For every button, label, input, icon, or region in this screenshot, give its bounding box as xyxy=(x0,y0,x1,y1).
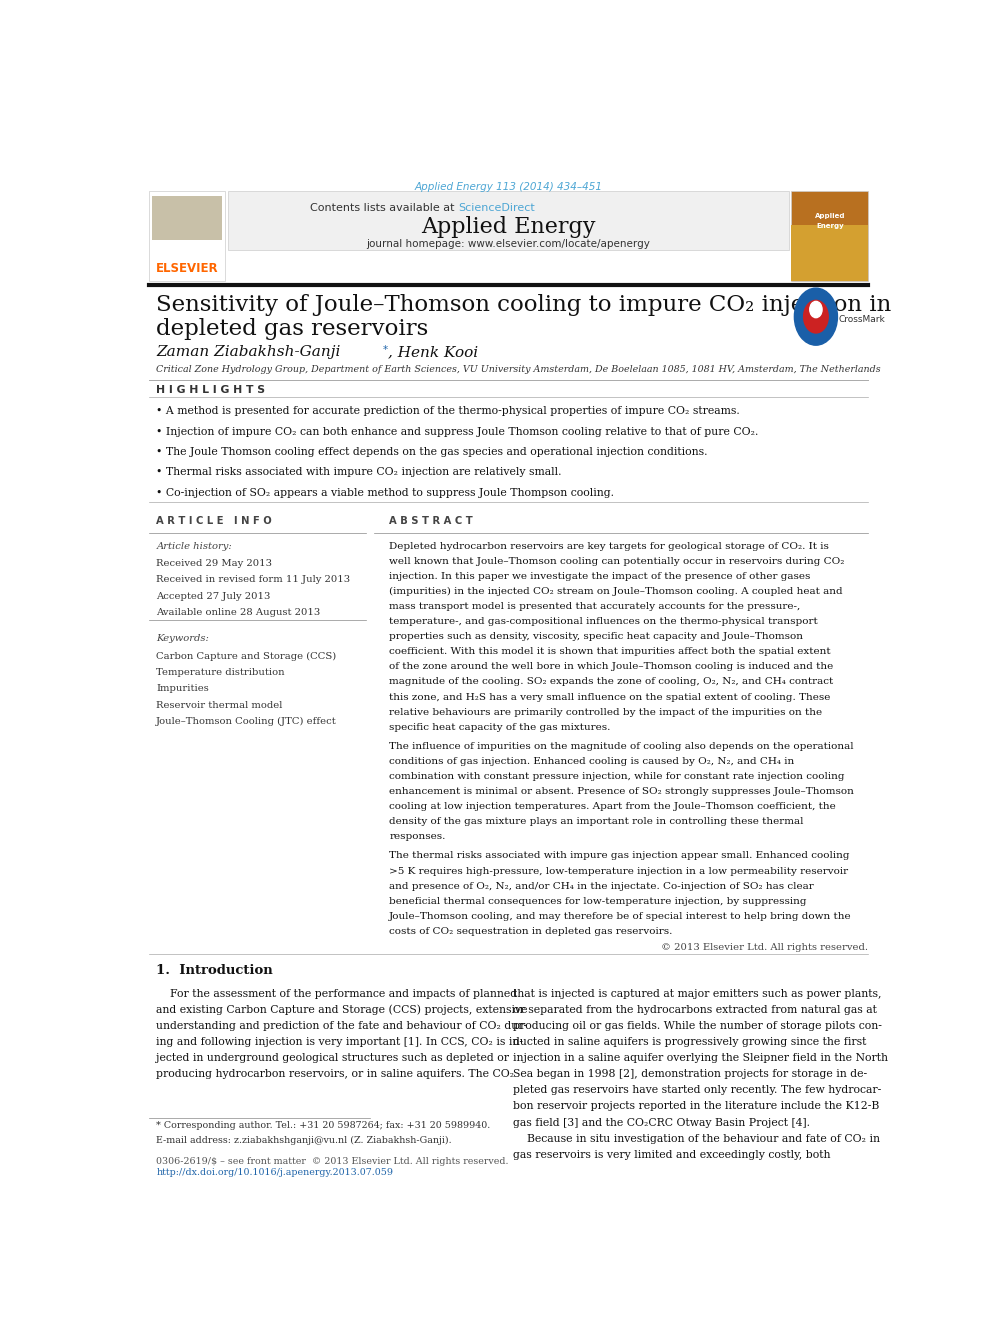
Circle shape xyxy=(795,288,837,345)
Text: 1.  Introduction: 1. Introduction xyxy=(157,964,273,978)
Text: Energy: Energy xyxy=(815,224,843,229)
Text: Available online 28 August 2013: Available online 28 August 2013 xyxy=(157,609,320,617)
Text: Article history:: Article history: xyxy=(157,542,232,550)
Text: • Co-injection of SO₂ appears a viable method to suppress Joule Thompson cooling: • Co-injection of SO₂ appears a viable m… xyxy=(157,488,614,497)
Circle shape xyxy=(804,300,828,333)
Text: Received in revised form 11 July 2013: Received in revised form 11 July 2013 xyxy=(157,576,350,585)
Text: ScienceDirect: ScienceDirect xyxy=(458,202,535,213)
Text: enhancement is minimal or absent. Presence of SO₂ strongly suppresses Joule–Thom: enhancement is minimal or absent. Presen… xyxy=(389,787,854,796)
Text: costs of CO₂ sequestration in depleted gas reservoirs.: costs of CO₂ sequestration in depleted g… xyxy=(389,927,673,935)
Text: Applied Energy: Applied Energy xyxy=(422,216,595,238)
Text: injection. In this paper we investigate the impact of the presence of other gase: injection. In this paper we investigate … xyxy=(389,572,810,581)
Text: pleted gas reservoirs have started only recently. The few hydrocar-: pleted gas reservoirs have started only … xyxy=(513,1085,881,1095)
Text: • Injection of impure CO₂ can both enhance and suppress Joule Thomson cooling re: • Injection of impure CO₂ can both enhan… xyxy=(157,427,759,437)
FancyBboxPatch shape xyxy=(792,192,868,280)
Text: Received 29 May 2013: Received 29 May 2013 xyxy=(157,560,272,568)
Text: Contents lists available at: Contents lists available at xyxy=(310,202,458,213)
Text: Joule–Thomson cooling, and may therefore be of special interest to help bring do: Joule–Thomson cooling, and may therefore… xyxy=(389,912,852,921)
Text: Keywords:: Keywords: xyxy=(157,635,209,643)
Text: conditions of gas injection. Enhanced cooling is caused by O₂, N₂, and CH₄ in: conditions of gas injection. Enhanced co… xyxy=(389,757,795,766)
Text: Critical Zone Hydrology Group, Department of Earth Sciences, VU University Amste: Critical Zone Hydrology Group, Departmen… xyxy=(157,365,881,374)
FancyBboxPatch shape xyxy=(152,196,222,241)
Text: Zaman Ziabakhsh-Ganji: Zaman Ziabakhsh-Ganji xyxy=(157,345,345,360)
Text: depleted gas reservoirs: depleted gas reservoirs xyxy=(157,318,429,340)
Text: this zone, and H₂S has a very small influence on the spatial extent of cooling. : this zone, and H₂S has a very small infl… xyxy=(389,692,830,701)
Text: >5 K requires high-pressure, low-temperature injection in a low permeability res: >5 K requires high-pressure, low-tempera… xyxy=(389,867,848,876)
Circle shape xyxy=(809,302,822,318)
Text: and existing Carbon Capture and Storage (CCS) projects, extensive: and existing Carbon Capture and Storage … xyxy=(157,1005,528,1016)
FancyBboxPatch shape xyxy=(149,192,225,280)
Text: temperature-, and gas-compositional influences on the thermo-physical transport: temperature-, and gas-compositional infl… xyxy=(389,618,818,626)
Text: Accepted 27 July 2013: Accepted 27 July 2013 xyxy=(157,591,271,601)
FancyBboxPatch shape xyxy=(792,225,868,280)
Text: cooling at low injection temperatures. Apart from the Joule–Thomson coefficient,: cooling at low injection temperatures. A… xyxy=(389,802,836,811)
Text: 0306-2619/$ – see front matter  © 2013 Elsevier Ltd. All rights reserved.: 0306-2619/$ – see front matter © 2013 El… xyxy=(157,1158,509,1166)
Text: E-mail address: z.ziabakhshganji@vu.nl (Z. Ziabakhsh-Ganji).: E-mail address: z.ziabakhshganji@vu.nl (… xyxy=(157,1135,452,1144)
Text: H I G H L I G H T S: H I G H L I G H T S xyxy=(157,385,265,396)
Text: ducted in saline aquifers is progressively growing since the first: ducted in saline aquifers is progressive… xyxy=(513,1037,866,1046)
Text: Applied Energy 113 (2014) 434–451: Applied Energy 113 (2014) 434–451 xyxy=(415,183,602,192)
Text: bon reservoir projects reported in the literature include the K12-B: bon reservoir projects reported in the l… xyxy=(513,1102,879,1111)
Text: • Thermal risks associated with impure CO₂ injection are relatively small.: • Thermal risks associated with impure C… xyxy=(157,467,561,478)
Text: well known that Joule–Thomson cooling can potentially occur in reservoirs during: well known that Joule–Thomson cooling ca… xyxy=(389,557,844,566)
Text: For the assessment of the performance and impacts of planned: For the assessment of the performance an… xyxy=(157,988,518,999)
Text: Joule–Thomson Cooling (JTC) effect: Joule–Thomson Cooling (JTC) effect xyxy=(157,717,337,726)
Text: combination with constant pressure injection, while for constant rate injection : combination with constant pressure injec… xyxy=(389,773,845,781)
Text: ing and following injection is very important [1]. In CCS, CO₂ is in-: ing and following injection is very impo… xyxy=(157,1037,524,1046)
Text: * Corresponding author. Tel.: +31 20 5987264; fax: +31 20 5989940.: * Corresponding author. Tel.: +31 20 598… xyxy=(157,1122,490,1130)
Text: A B S T R A C T: A B S T R A C T xyxy=(389,516,473,527)
Text: responses.: responses. xyxy=(389,832,445,841)
Text: injection in a saline aquifer overlying the Sleipner field in the North: injection in a saline aquifer overlying … xyxy=(513,1053,888,1064)
Text: *: * xyxy=(382,345,388,356)
Text: Temperature distribution: Temperature distribution xyxy=(157,668,285,677)
Text: magnitude of the cooling. SO₂ expands the zone of cooling, O₂, N₂, and CH₄ contr: magnitude of the cooling. SO₂ expands th… xyxy=(389,677,833,687)
Text: properties such as density, viscosity, specific heat capacity and Joule–Thomson: properties such as density, viscosity, s… xyxy=(389,632,804,642)
Text: producing oil or gas fields. While the number of storage pilots con-: producing oil or gas fields. While the n… xyxy=(513,1021,882,1031)
Text: mass transport model is presented that accurately accounts for the pressure-,: mass transport model is presented that a… xyxy=(389,602,801,611)
Text: Carbon Capture and Storage (CCS): Carbon Capture and Storage (CCS) xyxy=(157,652,336,662)
Text: relative behaviours are primarily controlled by the impact of the impurities on : relative behaviours are primarily contro… xyxy=(389,708,822,717)
Text: (impurities) in the injected CO₂ stream on Joule–Thomson cooling. A coupled heat: (impurities) in the injected CO₂ stream … xyxy=(389,587,843,597)
Text: of the zone around the well bore in which Joule–Thomson cooling is induced and t: of the zone around the well bore in whic… xyxy=(389,663,833,671)
Text: Sensitivity of Joule–Thomson cooling to impure CO₂ injection in: Sensitivity of Joule–Thomson cooling to … xyxy=(157,295,892,316)
Text: Impurities: Impurities xyxy=(157,684,209,693)
Text: gas field [3] and the CO₂CRC Otway Basin Project [4].: gas field [3] and the CO₂CRC Otway Basin… xyxy=(513,1118,810,1127)
Text: • A method is presented for accurate prediction of the thermo-physical propertie: • A method is presented for accurate pre… xyxy=(157,406,740,417)
Text: Sea began in 1998 [2], demonstration projects for storage in de-: Sea began in 1998 [2], demonstration pro… xyxy=(513,1069,867,1080)
Text: that is injected is captured at major emitters such as power plants,: that is injected is captured at major em… xyxy=(513,988,882,999)
Text: © 2013 Elsevier Ltd. All rights reserved.: © 2013 Elsevier Ltd. All rights reserved… xyxy=(662,943,868,953)
Text: , Henk Kooi: , Henk Kooi xyxy=(388,345,478,360)
Text: specific heat capacity of the gas mixtures.: specific heat capacity of the gas mixtur… xyxy=(389,722,611,732)
Text: http://dx.doi.org/10.1016/j.apenergy.2013.07.059: http://dx.doi.org/10.1016/j.apenergy.201… xyxy=(157,1168,393,1177)
Text: density of the gas mixture plays an important role in controlling these thermal: density of the gas mixture plays an impo… xyxy=(389,818,804,827)
Text: Reservoir thermal model: Reservoir thermal model xyxy=(157,701,283,709)
Text: ELSEVIER: ELSEVIER xyxy=(156,262,218,275)
Text: A R T I C L E   I N F O: A R T I C L E I N F O xyxy=(157,516,272,527)
Text: coefficient. With this model it is shown that impurities affect both the spatial: coefficient. With this model it is shown… xyxy=(389,647,831,656)
Text: Because in situ investigation of the behaviour and fate of CO₂ in: Because in situ investigation of the beh… xyxy=(513,1134,880,1143)
Text: gas reservoirs is very limited and exceedingly costly, both: gas reservoirs is very limited and excee… xyxy=(513,1150,830,1160)
FancyBboxPatch shape xyxy=(228,192,789,250)
Text: The influence of impurities on the magnitude of cooling also depends on the oper: The influence of impurities on the magni… xyxy=(389,742,854,751)
Text: Depleted hydrocarbon reservoirs are key targets for geological storage of CO₂. I: Depleted hydrocarbon reservoirs are key … xyxy=(389,542,829,550)
Text: • The Joule Thomson cooling effect depends on the gas species and operational in: • The Joule Thomson cooling effect depen… xyxy=(157,447,707,456)
Text: Applied: Applied xyxy=(814,213,845,218)
Text: CrossMark: CrossMark xyxy=(839,315,886,324)
Text: understanding and prediction of the fate and behaviour of CO₂ dur-: understanding and prediction of the fate… xyxy=(157,1021,528,1031)
Text: beneficial thermal consequences for low-temperature injection, by suppressing: beneficial thermal consequences for low-… xyxy=(389,897,806,906)
Text: journal homepage: www.elsevier.com/locate/apenergy: journal homepage: www.elsevier.com/locat… xyxy=(366,239,651,249)
Text: jected in underground geological structures such as depleted or: jected in underground geological structu… xyxy=(157,1053,509,1064)
Text: The thermal risks associated with impure gas injection appear small. Enhanced co: The thermal risks associated with impure… xyxy=(389,852,850,860)
Text: and presence of O₂, N₂, and/or CH₄ in the injectate. Co-injection of SO₂ has cle: and presence of O₂, N₂, and/or CH₄ in th… xyxy=(389,881,814,890)
Text: or separated from the hydrocarbons extracted from natural gas at: or separated from the hydrocarbons extra… xyxy=(513,1005,877,1015)
Text: producing hydrocarbon reservoirs, or in saline aquifers. The CO₂: producing hydrocarbon reservoirs, or in … xyxy=(157,1069,515,1080)
